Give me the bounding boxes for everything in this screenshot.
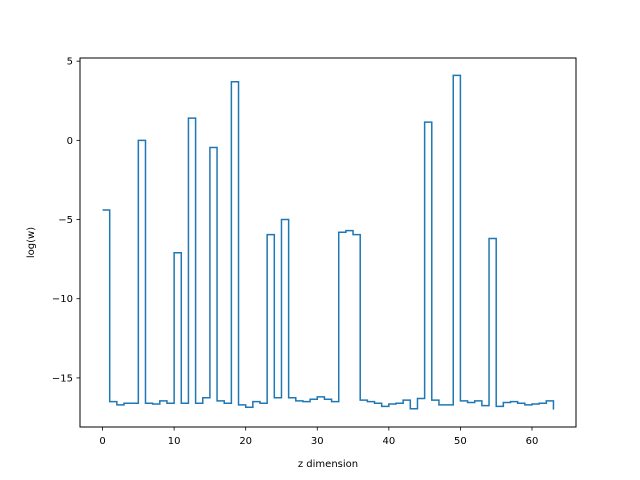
y-tick-label: 5 [67, 57, 73, 68]
plot-frame [79, 57, 577, 428]
x-tick-label: 30 [311, 436, 324, 447]
x-tick-label: 60 [526, 436, 539, 447]
y-tick-label: −15 [52, 373, 73, 384]
y-axis-ticks: 5 0 −5 −10 −15 [52, 57, 80, 384]
series-layer [102, 74, 555, 410]
y-tick-label: −5 [58, 215, 73, 226]
y-tick-label: 0 [67, 136, 73, 147]
series-line-0 [102, 74, 555, 410]
x-tick-label: 0 [99, 436, 105, 447]
y-axis-label: log(w) [26, 227, 37, 258]
y-tick-label: −10 [52, 294, 73, 305]
x-axis-label: z dimension [298, 459, 358, 470]
x-axis-ticks: 0 10 20 30 40 50 60 [99, 427, 538, 447]
x-tick-label: 40 [382, 436, 395, 447]
x-tick-label: 50 [454, 436, 467, 447]
x-tick-label: 10 [168, 436, 181, 447]
x-tick-label: 20 [239, 436, 252, 447]
